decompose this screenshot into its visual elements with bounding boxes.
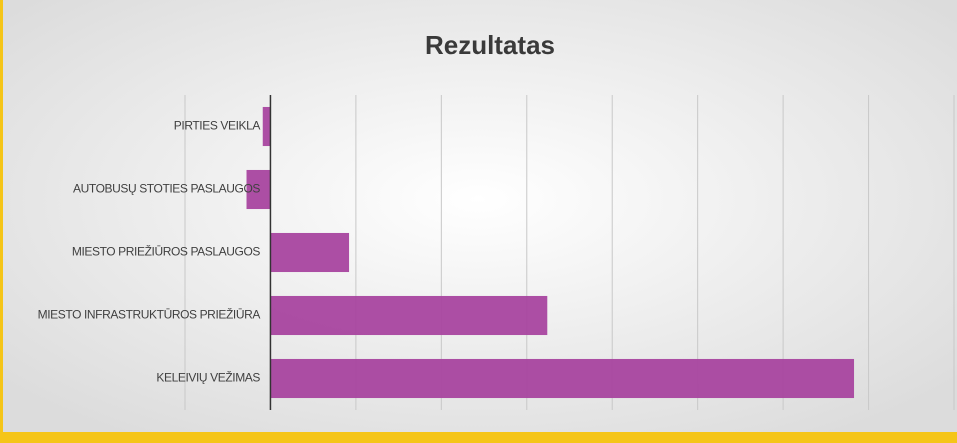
bar bbox=[246, 169, 271, 210]
left-border bbox=[0, 0, 3, 443]
chart-title: Rezultatas bbox=[425, 30, 555, 60]
y-tick-label: MIESTO PRIEŽIŪROS PASLAUGOS bbox=[72, 244, 261, 259]
bar bbox=[270, 358, 855, 399]
bar bbox=[270, 232, 350, 273]
y-tick-label: AUTOBUSŲ STOTIES PASLAUGOS bbox=[73, 182, 260, 196]
y-tick-label: KELEIVIŲ VEŽIMAS bbox=[156, 370, 260, 385]
y-tick-label: PIRTIES VEIKLA bbox=[174, 119, 261, 133]
y-tick-label: MIESTO INFRASTRUKTŪROS PRIEŽIŪRA bbox=[38, 307, 261, 322]
bar bbox=[270, 295, 548, 336]
bottom-band bbox=[0, 432, 957, 443]
bar bbox=[262, 106, 271, 147]
